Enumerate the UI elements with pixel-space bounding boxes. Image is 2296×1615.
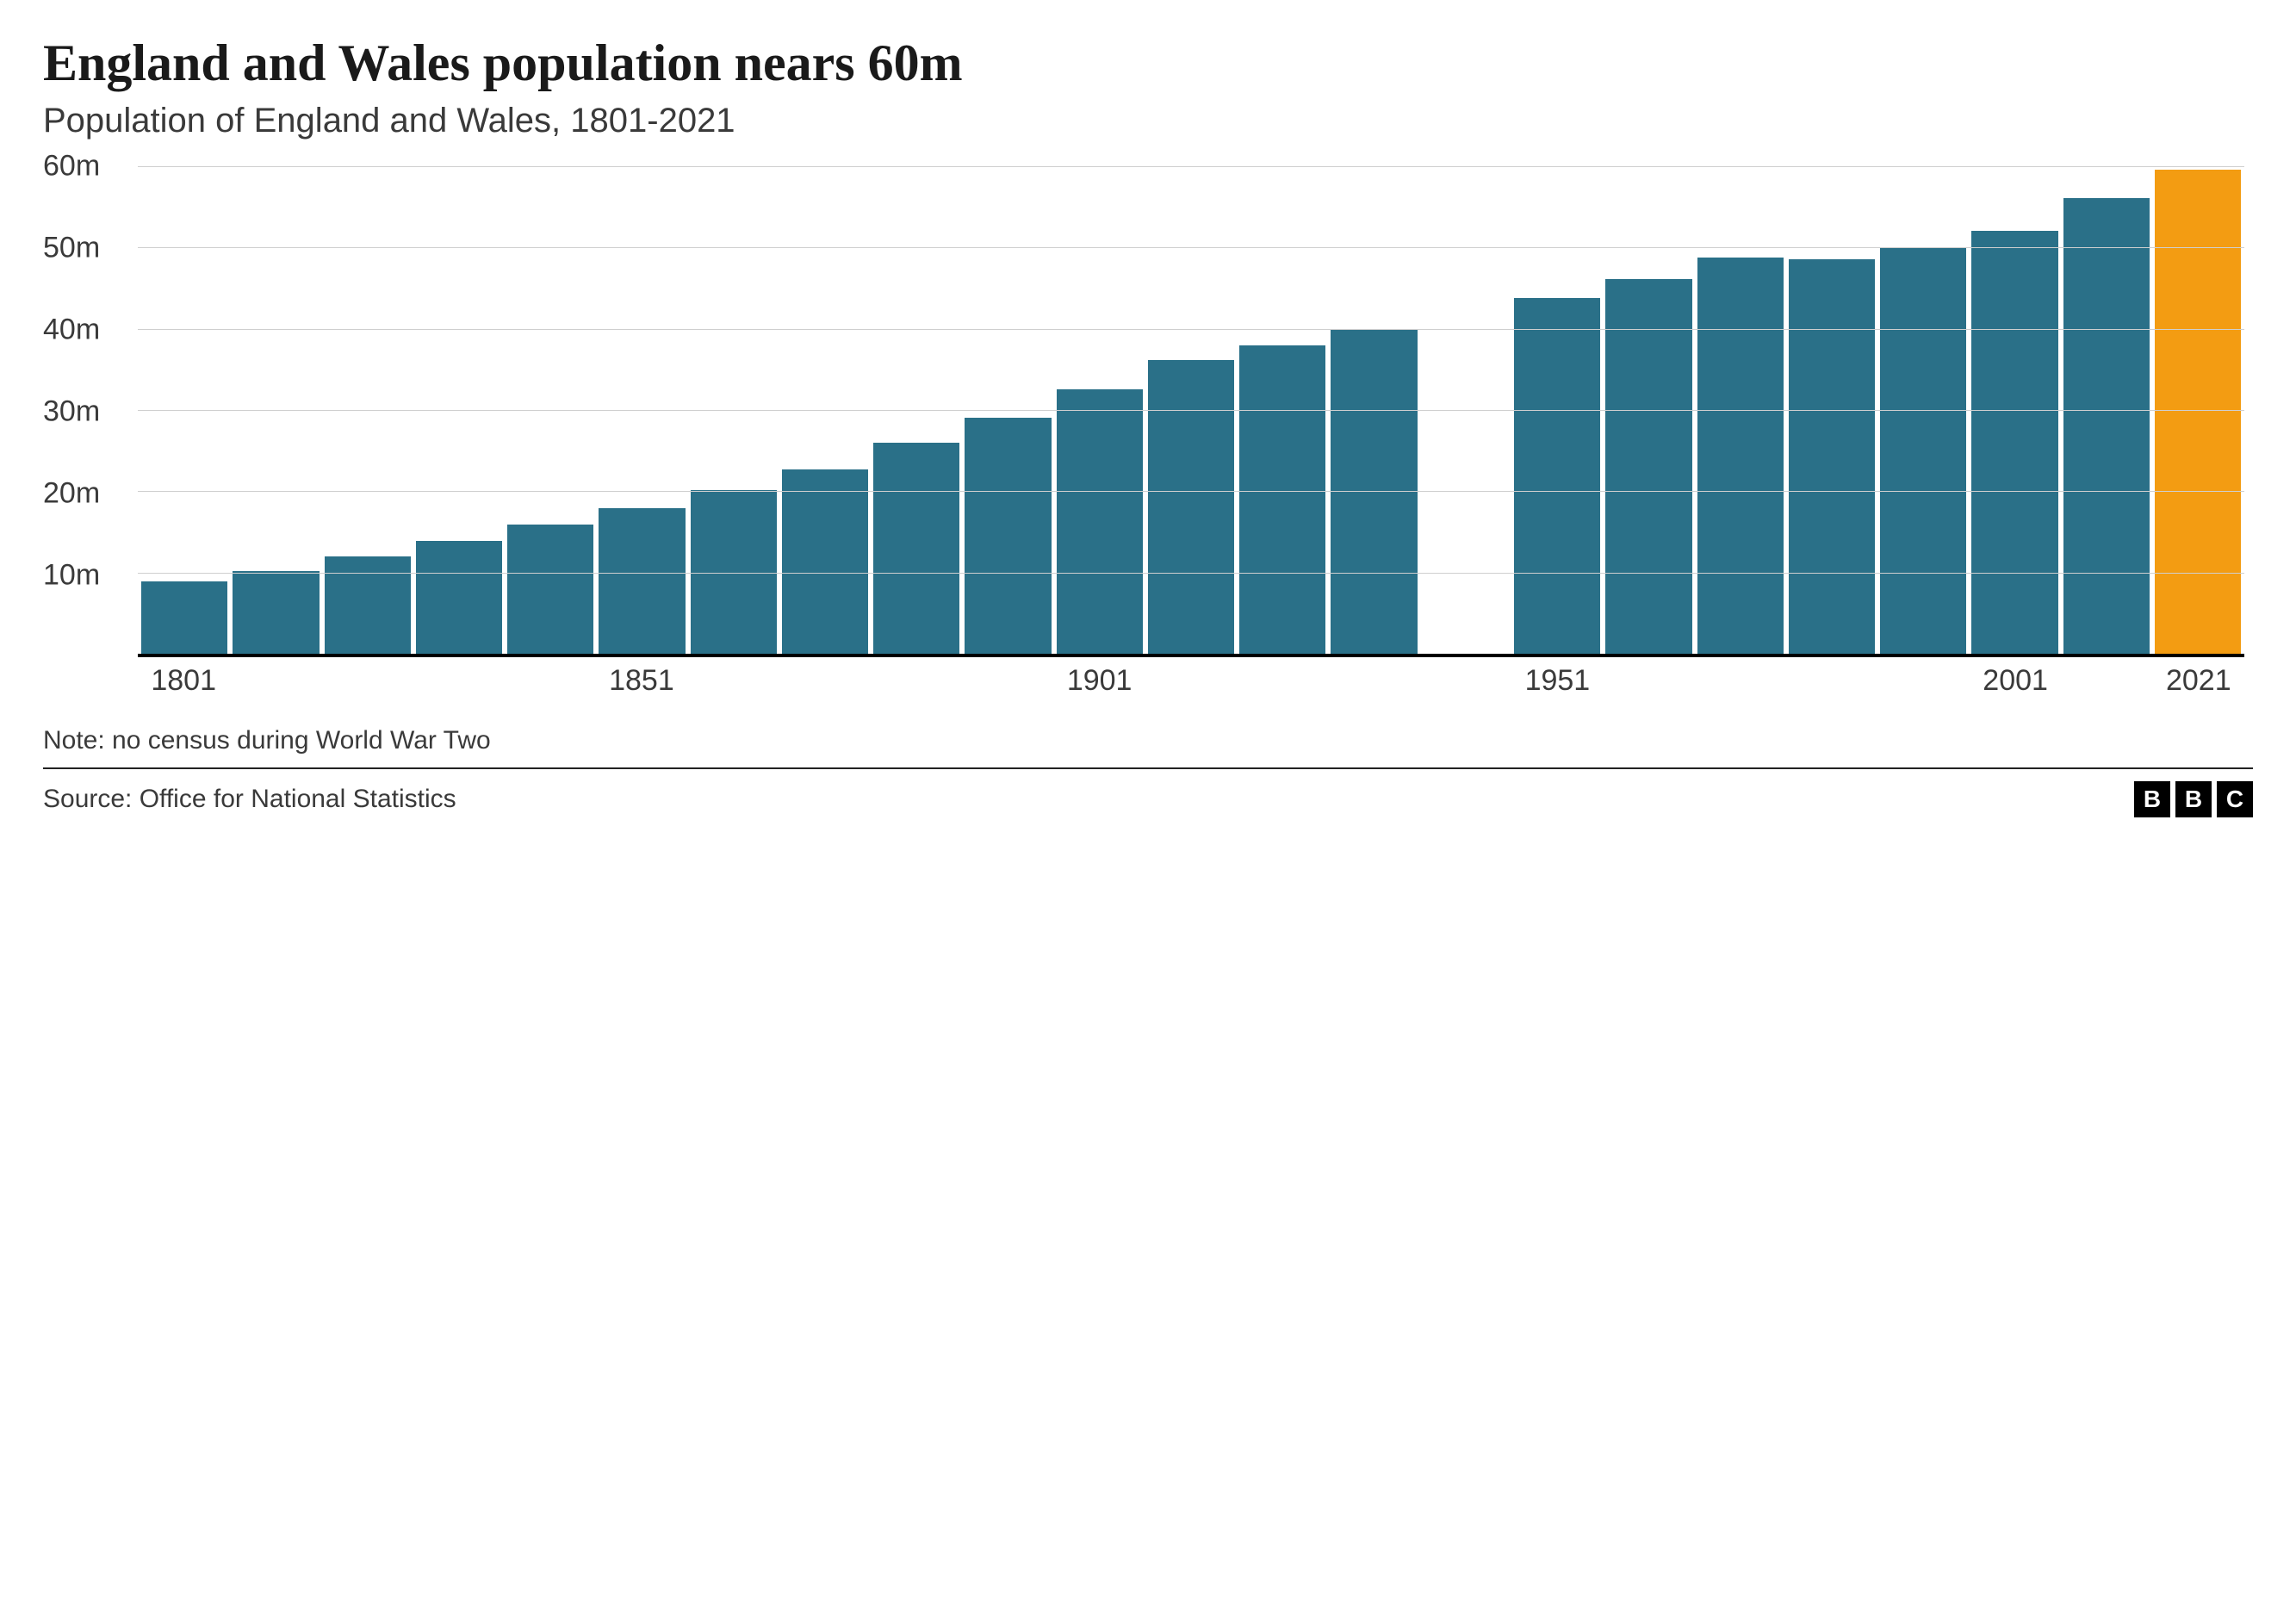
bar [873, 443, 959, 654]
bbc-logo: BBC [2134, 781, 2253, 817]
grid-line [138, 410, 2244, 411]
x-axis: 1801 1851 1901 1951 2001 2021 [138, 657, 2244, 700]
bar [1514, 298, 1600, 654]
x-tick-label: 2021 [2166, 664, 2231, 698]
bar [2063, 198, 2150, 654]
bar [965, 418, 1051, 654]
bar [233, 571, 319, 654]
logo-letter: B [2175, 781, 2212, 817]
grid-line [138, 573, 2244, 574]
y-tick-label: 10m [43, 559, 138, 593]
bar [1880, 248, 1966, 654]
x-tick-label: 1851 [609, 664, 674, 698]
plot-area [138, 166, 2244, 657]
y-axis: 10m20m30m40m50m60m [43, 166, 138, 657]
x-tick-label: 1901 [1067, 664, 1132, 698]
logo-letter: B [2134, 781, 2170, 817]
grid-line [138, 166, 2244, 167]
grid-line [138, 247, 2244, 248]
y-tick-label: 60m [43, 150, 138, 183]
bar [141, 581, 227, 654]
bar [1148, 360, 1234, 654]
chart-subtitle: Population of England and Wales, 1801-20… [43, 102, 2253, 140]
y-tick-label: 40m [43, 314, 138, 347]
bar [325, 556, 411, 654]
x-tick-label: 1801 [151, 664, 216, 698]
y-tick-label: 30m [43, 395, 138, 429]
chart-container: 10m20m30m40m50m60m 180118511901195120012… [43, 166, 2253, 700]
x-tick-label: 2001 [1983, 664, 2048, 698]
bar [2155, 170, 2241, 654]
bar [507, 525, 593, 654]
grid-line [138, 329, 2244, 330]
bar [1057, 389, 1143, 654]
logo-letter: C [2217, 781, 2253, 817]
bar [1605, 279, 1691, 654]
bar [782, 469, 868, 654]
bar [599, 508, 685, 654]
bar [1789, 259, 1875, 654]
chart-footer: Source: Office for National Statistics B… [43, 769, 2253, 817]
chart-title: England and Wales population nears 60m [43, 34, 2253, 91]
y-tick-label: 20m [43, 477, 138, 511]
grid-line [138, 491, 2244, 492]
chart-note: Note: no census during World War Two [43, 709, 2253, 769]
x-tick-label: 1951 [1525, 664, 1591, 698]
bar [1971, 231, 2057, 654]
y-tick-label: 50m [43, 232, 138, 265]
bar [1697, 258, 1784, 654]
bar [416, 541, 502, 654]
bar [1239, 345, 1325, 654]
source-label: Source: Office for National Statistics [43, 785, 456, 814]
